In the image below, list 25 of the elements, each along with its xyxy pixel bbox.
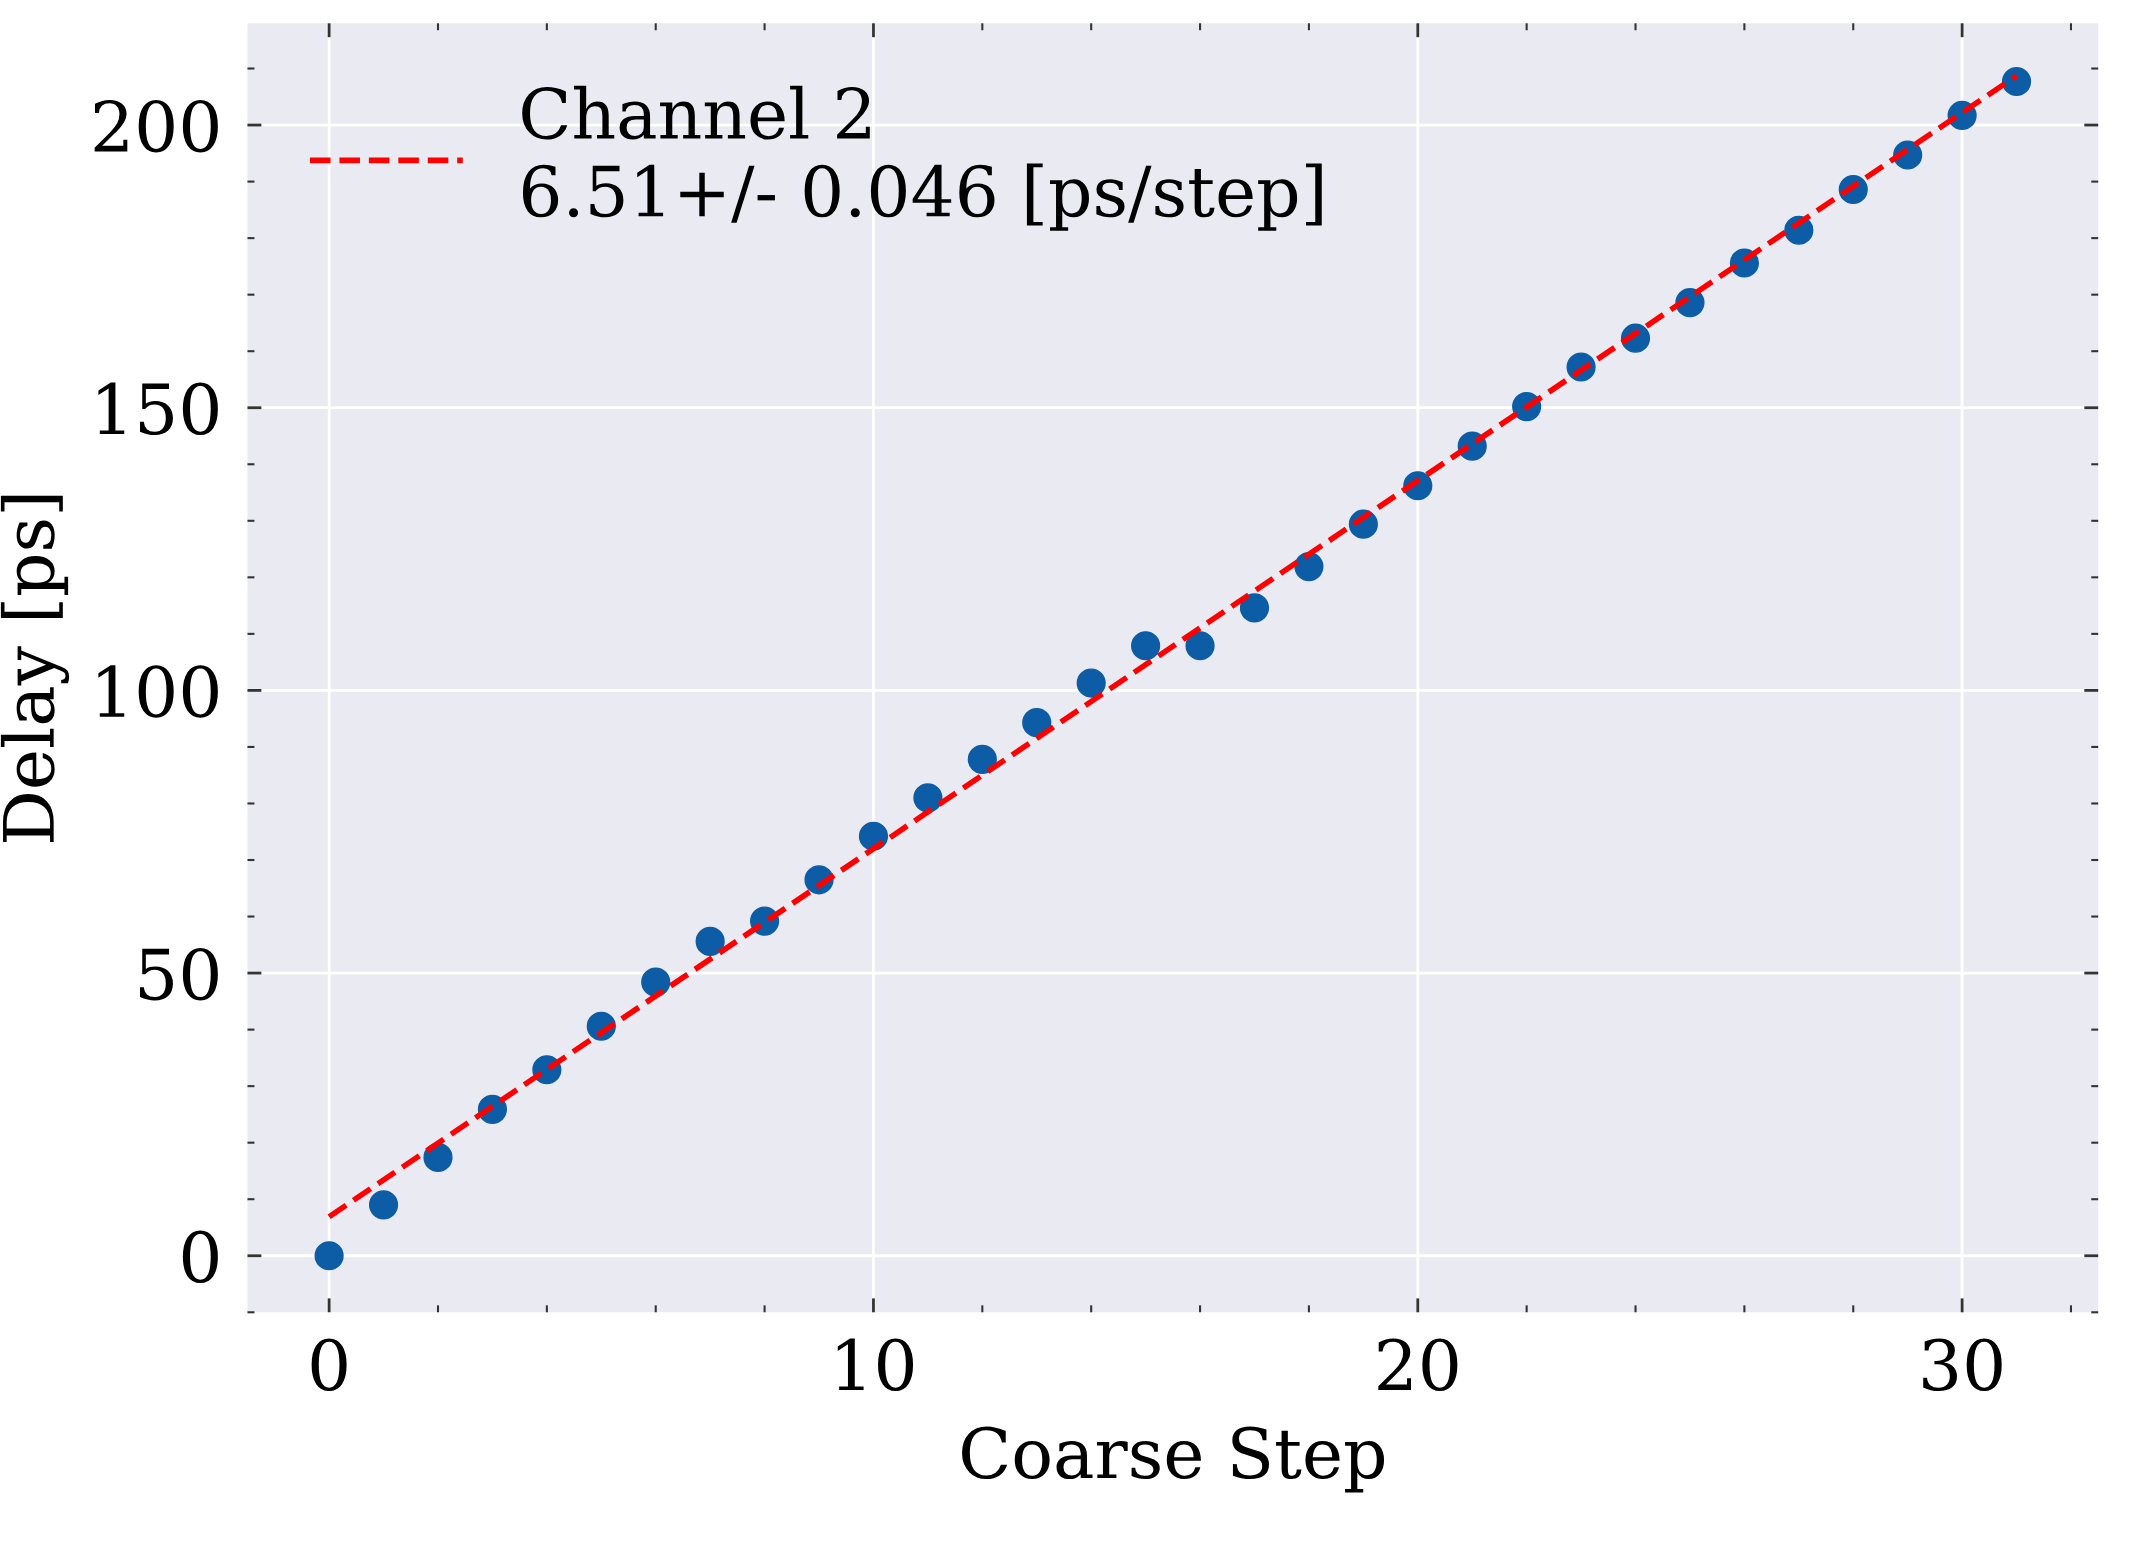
y-tick-label: 200 (94, 99, 218, 153)
legend-label: Channel 2 6.51+/- 0.046 [ps/step] (522, 85, 1322, 231)
x-axis-title: Coarse Step (962, 1426, 1385, 1493)
y-tick-label: 150 (98, 382, 218, 436)
point (1185, 631, 1215, 661)
point (1076, 668, 1106, 698)
y-tick-label: 50 (140, 947, 218, 1001)
point (967, 744, 997, 774)
y-axis-title: Delay [ps] (0, 495, 70, 842)
point (913, 783, 943, 813)
point (368, 1190, 399, 1220)
point (641, 967, 671, 997)
x-tick-label: 20 (1378, 1338, 1458, 1392)
point (1022, 708, 1052, 738)
point (2001, 66, 2032, 97)
point (1239, 593, 1270, 623)
y-tick-label: 0 (182, 1230, 218, 1284)
x-tick-label: 10 (837, 1338, 914, 1392)
y-tick-label: 100 (98, 665, 218, 718)
point (1131, 631, 1161, 661)
point (1294, 552, 1324, 582)
point (314, 1241, 344, 1271)
point (695, 926, 725, 957)
x-tick-label: 30 (1923, 1338, 2002, 1392)
x-tick-label: 0 (311, 1338, 347, 1392)
